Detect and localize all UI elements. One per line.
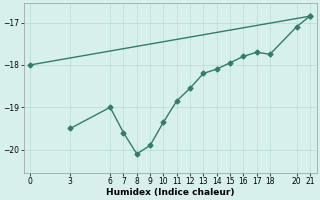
X-axis label: Humidex (Indice chaleur): Humidex (Indice chaleur) — [106, 188, 234, 197]
